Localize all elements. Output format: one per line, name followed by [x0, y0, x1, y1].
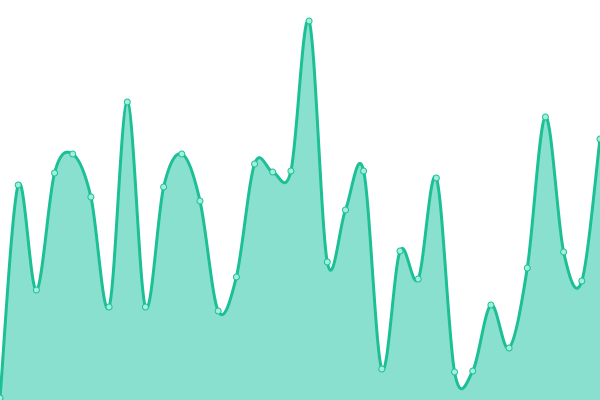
data-markers: [0, 17, 600, 400]
data-point-26: [469, 367, 477, 375]
data-point-17: [305, 17, 313, 25]
data-point-27: [487, 301, 495, 309]
data-point-21: [378, 365, 386, 373]
data-point-10: [178, 150, 186, 158]
data-point-5: [87, 193, 95, 201]
data-point-16: [287, 167, 295, 175]
data-point-20: [360, 167, 368, 175]
data-point-0: [0, 394, 4, 400]
data-point-6: [105, 303, 113, 311]
area-fill: [0, 19, 600, 400]
data-point-28: [505, 344, 513, 352]
data-point-13: [232, 273, 240, 281]
data-point-29: [523, 264, 531, 272]
data-point-9: [160, 183, 168, 191]
data-point-32: [578, 277, 586, 285]
data-point-12: [214, 307, 222, 315]
data-point-22: [396, 247, 404, 255]
data-point-15: [269, 168, 277, 176]
data-point-19: [341, 206, 349, 214]
data-point-25: [451, 368, 459, 376]
data-point-23: [414, 275, 422, 283]
data-point-31: [560, 248, 568, 256]
data-point-8: [141, 303, 149, 311]
data-point-11: [196, 197, 204, 205]
data-point-30: [541, 113, 549, 121]
data-point-2: [32, 286, 40, 294]
data-point-4: [69, 150, 77, 158]
data-point-7: [123, 98, 131, 106]
data-point-24: [432, 174, 440, 182]
data-point-3: [51, 169, 59, 177]
data-point-33: [596, 135, 600, 143]
data-point-14: [251, 160, 259, 168]
data-point-18: [323, 258, 331, 266]
data-point-1: [14, 181, 22, 189]
